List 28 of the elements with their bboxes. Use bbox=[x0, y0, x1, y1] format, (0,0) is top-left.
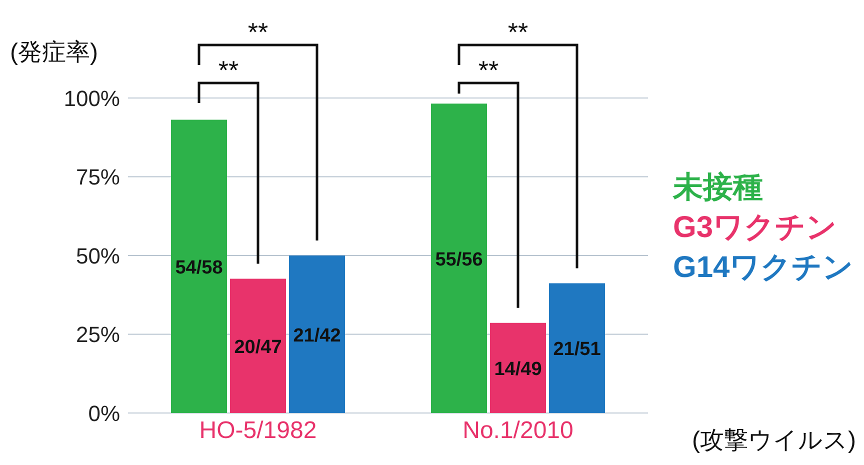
y-tick-label: 25% bbox=[76, 322, 120, 348]
x-tick-label: No.1/2010 bbox=[462, 417, 574, 444]
data-label: 21/51 bbox=[553, 339, 602, 360]
text: G3ワクチン bbox=[673, 210, 838, 246]
data-label: 55/56 bbox=[435, 249, 483, 270]
text: 未接種 bbox=[673, 170, 764, 206]
bar bbox=[230, 278, 286, 413]
y-tick-label: 50% bbox=[76, 243, 120, 268]
x-axis-title: (攻撃ウイルス) bbox=[692, 427, 856, 454]
text: ** bbox=[248, 17, 268, 47]
y-tick-label: 0% bbox=[88, 400, 120, 426]
bar bbox=[549, 283, 605, 413]
text: ** bbox=[508, 17, 528, 47]
data-label: 21/42 bbox=[293, 325, 341, 346]
y-tick-label: 75% bbox=[76, 164, 120, 190]
data-label: 20/47 bbox=[234, 336, 282, 358]
bar bbox=[490, 322, 546, 413]
bar bbox=[431, 104, 487, 413]
y-tick-label: 100% bbox=[64, 86, 120, 111]
data-label: 54/58 bbox=[175, 257, 223, 278]
text: G14ワクチン bbox=[673, 250, 854, 286]
bar bbox=[289, 256, 345, 413]
bar bbox=[171, 120, 227, 413]
text: ** bbox=[478, 55, 499, 85]
data-label: 14/49 bbox=[494, 358, 542, 380]
x-tick-label: HO-5/1982 bbox=[199, 417, 317, 444]
y-axis-title: (発症率) bbox=[10, 39, 98, 66]
text: ** bbox=[218, 55, 239, 85]
